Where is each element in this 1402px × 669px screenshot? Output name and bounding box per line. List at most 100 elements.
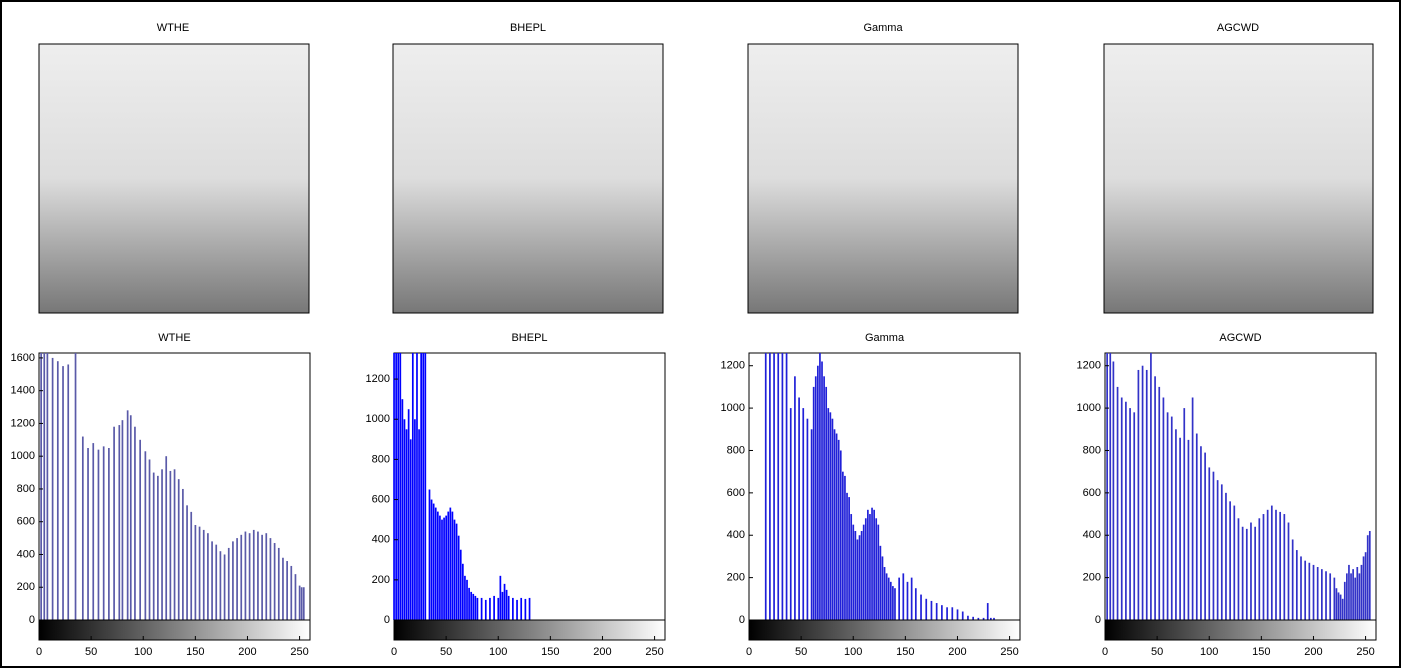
colorbar	[748, 619, 1021, 641]
bar	[1287, 522, 1290, 620]
bar	[148, 459, 151, 620]
bar	[424, 353, 427, 620]
y-tick-label: 1200	[11, 417, 35, 429]
bar	[524, 598, 527, 620]
bar	[211, 541, 213, 620]
image	[392, 43, 664, 314]
y-tick-label: 200	[1083, 572, 1101, 584]
bar	[831, 418, 834, 620]
bar	[207, 533, 209, 620]
bar	[157, 475, 159, 620]
bar	[232, 541, 234, 620]
bar	[505, 589, 508, 620]
bar	[806, 418, 809, 620]
bar	[1154, 376, 1156, 620]
bar	[108, 448, 110, 620]
bar	[1352, 569, 1354, 620]
bar	[81, 436, 84, 620]
image	[38, 43, 310, 314]
bar	[764, 353, 767, 620]
bar	[282, 557, 284, 620]
y-tick-label: 200	[727, 572, 745, 584]
bar	[441, 519, 443, 620]
y-tick-label: 0	[739, 614, 745, 626]
bar	[1354, 577, 1357, 620]
bar	[823, 376, 825, 620]
bar	[43, 353, 46, 620]
bar	[920, 594, 922, 620]
bar	[906, 581, 909, 620]
image	[1103, 43, 1374, 314]
bar	[528, 597, 531, 620]
bar	[1364, 552, 1367, 620]
bar	[982, 617, 985, 620]
bar	[873, 509, 875, 620]
x-tick-label: 150	[186, 646, 204, 658]
bar	[894, 588, 896, 620]
bar	[1291, 539, 1294, 620]
bar	[219, 551, 222, 620]
bar	[819, 353, 821, 620]
y-tick-label: 0	[384, 614, 390, 626]
bar	[1229, 501, 1231, 620]
y-tick-label: 600	[1083, 487, 1101, 499]
bar	[961, 611, 964, 620]
bar	[864, 518, 867, 620]
bar	[879, 545, 882, 620]
bar	[194, 524, 197, 620]
bar	[1116, 386, 1119, 620]
x-tick-label: 50	[440, 646, 452, 658]
y-tick-label: 1200	[366, 373, 390, 385]
bar	[1191, 397, 1194, 620]
bar	[92, 443, 95, 620]
bar	[1368, 531, 1371, 620]
bar	[129, 415, 132, 620]
bar	[1162, 397, 1165, 620]
x-tick-label: 50	[85, 646, 97, 658]
y-tick-label: 200	[17, 581, 35, 593]
bar	[1225, 492, 1227, 620]
bar	[1325, 571, 1327, 620]
bar	[113, 426, 115, 620]
y-tick-label: 0	[1095, 614, 1101, 626]
y-tick-label: 800	[17, 483, 35, 495]
bar	[240, 534, 243, 620]
bar	[1339, 594, 1342, 620]
bar	[447, 511, 450, 620]
bar	[1216, 480, 1219, 620]
bar	[844, 475, 846, 620]
x-tick-label: 100	[844, 646, 862, 658]
bar	[1321, 569, 1323, 620]
x-tick-label: 100	[1200, 646, 1218, 658]
bar	[946, 607, 948, 620]
bar	[852, 524, 855, 620]
bar	[871, 507, 873, 620]
x-tick-label: 250	[1356, 646, 1374, 658]
bar	[300, 587, 303, 620]
bar	[1254, 526, 1256, 620]
bar	[1250, 522, 1252, 620]
bar	[1348, 564, 1350, 620]
bar	[499, 575, 502, 620]
y-tick-label: 800	[372, 453, 390, 465]
bar	[1112, 361, 1115, 620]
bar	[102, 446, 105, 620]
bar	[451, 511, 454, 620]
bar	[393, 353, 395, 620]
bar	[46, 353, 49, 620]
bar	[956, 609, 959, 620]
bar	[273, 543, 276, 620]
bar	[773, 353, 775, 620]
image-title: WTHE	[157, 22, 189, 34]
bar	[443, 517, 445, 620]
bar	[186, 505, 188, 620]
bar	[1170, 416, 1173, 620]
bar	[825, 386, 828, 620]
bar	[507, 595, 510, 620]
bar	[1304, 560, 1307, 620]
bar	[883, 567, 886, 620]
chart-title: Gamma	[865, 332, 905, 344]
bar	[951, 607, 954, 620]
bar	[126, 410, 129, 620]
